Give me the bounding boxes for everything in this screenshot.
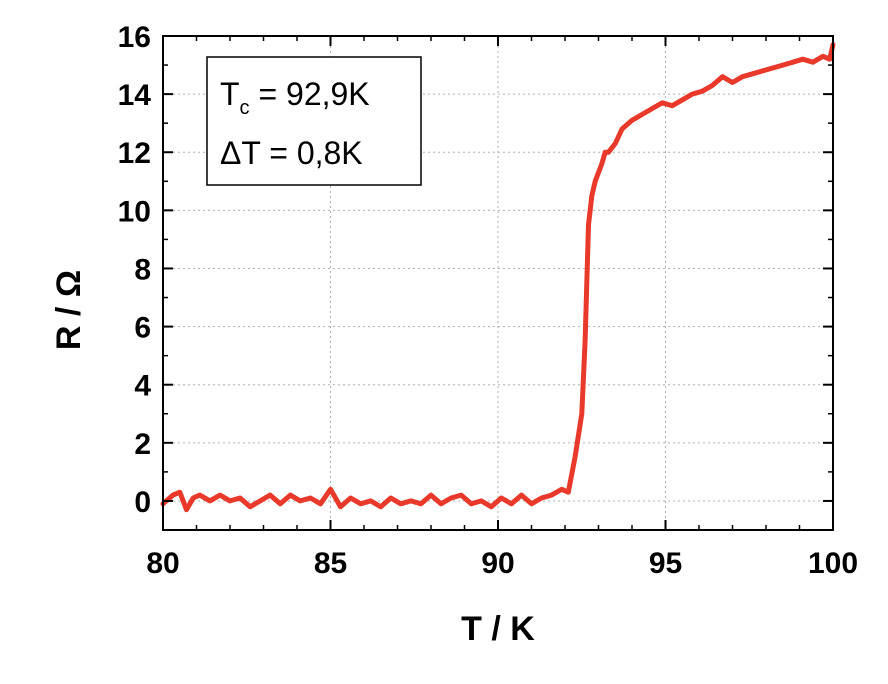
annotation-tc-sub: c xyxy=(240,97,250,119)
series-line-0 xyxy=(160,42,836,513)
tick-labels: 80 85 90 95 100 0 2 4 6 8 10 12 14 16 xyxy=(118,21,858,580)
annotation-frame xyxy=(206,56,422,186)
x-tick-label-90: 90 xyxy=(481,547,514,580)
y-axis-title: R / Ω xyxy=(50,270,88,350)
y-tick-label-16: 16 xyxy=(118,21,151,54)
y-tick-label-4: 4 xyxy=(134,370,151,403)
x-axis-title: T / K xyxy=(461,610,535,648)
annotation-tc-value: = 92,9K xyxy=(250,76,370,112)
annotation-line-2: ΔT = 0,8K xyxy=(220,135,363,171)
ticks xyxy=(162,35,834,531)
y-tick-label-6: 6 xyxy=(134,312,151,345)
x-tick-label-80: 80 xyxy=(146,547,179,580)
y-tick-label-8: 8 xyxy=(134,253,151,286)
y-tick-label-2: 2 xyxy=(134,428,151,461)
annotation-box: Tc = 92,9K ΔT = 0,8K xyxy=(206,56,422,186)
annotation-tc-main: T xyxy=(220,76,240,112)
x-tick-label-100: 100 xyxy=(808,547,858,580)
y-tick-label-12: 12 xyxy=(118,137,151,170)
y-tick-label-14: 14 xyxy=(118,79,152,112)
series-layer xyxy=(160,42,836,513)
x-tick-label-85: 85 xyxy=(314,547,347,580)
y-tick-label-0: 0 xyxy=(134,486,151,519)
y-tick-label-10: 10 xyxy=(118,195,151,228)
annotation-line-1: Tc = 92,9K xyxy=(220,76,370,119)
x-tick-label-95: 95 xyxy=(649,547,682,580)
